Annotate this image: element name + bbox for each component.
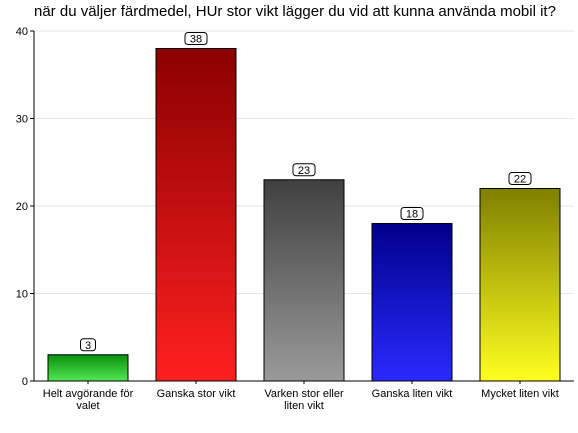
x-tick-label: Mycket liten vikt	[481, 388, 559, 400]
data-label-box	[292, 163, 316, 177]
x-tick-label: Ganska liten vikt	[372, 388, 453, 400]
data-label-box	[508, 172, 532, 185]
x-tick-label: valet	[76, 400, 99, 412]
bar	[371, 223, 453, 382]
data-label: 38	[190, 34, 202, 46]
chart-title: när du väljer färdmedel, HUr stor vikt l…	[34, 3, 556, 20]
data-label: 3	[85, 340, 91, 352]
y-tick-label: 10	[16, 289, 28, 301]
bar	[47, 354, 129, 382]
x-tick-label: liten vikt	[284, 400, 324, 412]
x-tick-label: Helt avgörande för	[43, 388, 134, 400]
y-tick-label: 20	[16, 201, 28, 213]
data-label: 22	[514, 174, 526, 186]
bar	[479, 188, 561, 382]
x-tick-label: Varken stor eller	[264, 388, 344, 400]
y-tick-label: 0	[22, 376, 28, 388]
data-label-box	[184, 32, 208, 45]
bars	[47, 48, 561, 382]
data-label: 18	[406, 209, 418, 221]
data-label-box	[80, 338, 96, 352]
y-tick-label: 40	[16, 26, 28, 38]
data-label: 23	[298, 165, 310, 177]
bar	[263, 179, 345, 382]
bar	[155, 48, 237, 382]
data-label-box	[400, 207, 424, 220]
x-tick-label: Ganska stor vikt	[157, 388, 236, 400]
y-tick-label: 30	[16, 114, 28, 126]
